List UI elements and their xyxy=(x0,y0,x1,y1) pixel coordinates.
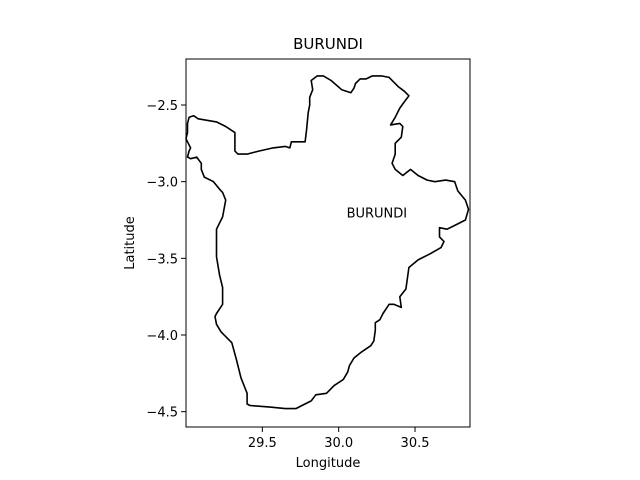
country-label: BURUNDI xyxy=(347,206,408,221)
burundi-border-outline xyxy=(185,75,470,410)
y-axis-label: Latitude xyxy=(123,216,138,270)
y-axis-ticks: −2.5 −3.0 −3.5 −4.0 −4.5 xyxy=(146,99,186,421)
x-axis-label: Longitude xyxy=(296,456,361,471)
x-axis-ticks: 29.5 30.0 30.5 xyxy=(248,427,430,451)
plot-title: BURUNDI xyxy=(293,35,363,53)
y-tick-label: −3.5 xyxy=(146,252,178,267)
plot-area xyxy=(185,58,471,428)
y-tick-label: −2.5 xyxy=(146,99,178,114)
y-tick-label: −4.5 xyxy=(146,406,178,421)
x-tick-label: 30.5 xyxy=(401,436,430,451)
axes-frame xyxy=(185,58,471,428)
y-tick-label: −3.0 xyxy=(146,176,178,191)
x-tick-label: 29.5 xyxy=(248,436,277,451)
y-tick-label: −4.0 xyxy=(146,329,178,344)
x-tick-label: 30.0 xyxy=(324,436,353,451)
